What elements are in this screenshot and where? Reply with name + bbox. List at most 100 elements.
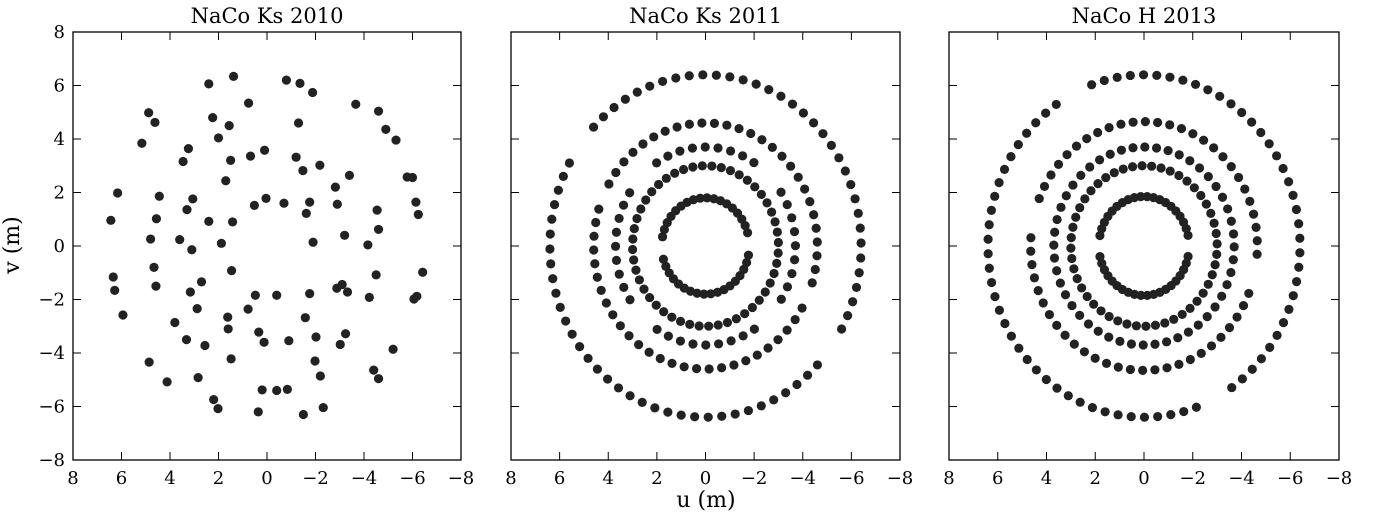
data-point <box>1288 291 1298 301</box>
data-point <box>583 353 593 363</box>
data-point <box>1211 181 1221 192</box>
data-point <box>787 213 797 223</box>
data-point <box>1034 193 1044 204</box>
data-point <box>1278 163 1288 174</box>
data-point <box>305 289 315 299</box>
data-point <box>688 339 698 349</box>
x-tick-label: 8 <box>505 468 516 489</box>
data-point <box>561 316 571 326</box>
data-point <box>1150 320 1161 330</box>
data-point <box>243 98 254 108</box>
data-point <box>373 106 384 116</box>
data-point <box>249 200 259 210</box>
data-point <box>1138 340 1148 350</box>
data-point <box>749 157 759 168</box>
data-point <box>1203 85 1213 95</box>
data-point <box>223 324 233 334</box>
data-point <box>1291 276 1302 287</box>
data-point <box>661 173 671 183</box>
data-point <box>843 311 853 321</box>
data-point <box>834 153 844 163</box>
data-point <box>1126 339 1137 349</box>
data-point <box>1165 120 1175 130</box>
data-point <box>1217 192 1228 202</box>
data-point <box>284 336 294 346</box>
data-point <box>1075 310 1085 320</box>
data-point <box>545 244 555 254</box>
data-point <box>1087 80 1097 90</box>
data-point <box>749 324 759 334</box>
data-point <box>1022 354 1032 365</box>
data-point <box>332 199 342 209</box>
data-point <box>846 180 856 190</box>
data-point <box>659 224 669 235</box>
data-point <box>243 304 253 314</box>
data-point <box>1228 229 1239 239</box>
data-point <box>589 245 599 255</box>
data-point <box>1080 194 1090 204</box>
data-point <box>628 147 638 157</box>
data-point <box>826 140 836 150</box>
data-point <box>773 335 783 345</box>
data-point <box>660 126 670 136</box>
data-point <box>575 342 585 352</box>
data-points <box>106 71 428 420</box>
data-point <box>1150 365 1160 375</box>
data-point <box>703 412 713 422</box>
data-point <box>253 407 263 417</box>
data-point <box>272 385 282 396</box>
data-point <box>1101 358 1112 368</box>
data-point <box>1068 222 1078 232</box>
x-tick-label: 6 <box>554 468 565 489</box>
data-point <box>994 178 1004 188</box>
data-point <box>259 337 269 347</box>
data-point <box>629 255 639 265</box>
data-point <box>1113 316 1123 326</box>
data-point <box>731 314 741 324</box>
data-point <box>722 317 733 328</box>
data-point <box>146 234 156 244</box>
data-point <box>1006 331 1016 341</box>
data-point <box>1137 161 1147 171</box>
data-point <box>259 145 270 155</box>
data-point <box>1071 141 1082 151</box>
data-point <box>1113 362 1123 372</box>
data-point <box>1295 233 1305 243</box>
data-point <box>625 391 635 401</box>
data-point <box>986 205 997 216</box>
data-point <box>750 182 760 192</box>
y-tick-label: 0 <box>54 236 65 257</box>
data-point <box>1202 311 1212 322</box>
data-point <box>632 87 642 97</box>
data-point <box>793 172 803 182</box>
data-point <box>1056 202 1066 212</box>
data-point <box>1169 314 1179 324</box>
data-point <box>628 234 638 244</box>
data-point <box>782 325 792 335</box>
data-point <box>658 254 669 264</box>
data-point <box>610 241 621 251</box>
data-point <box>1082 134 1092 144</box>
data-point <box>645 81 655 91</box>
data-point <box>856 238 866 248</box>
x-tick-label: −4 <box>789 468 816 489</box>
data-point <box>628 244 638 255</box>
data-point <box>1099 75 1109 86</box>
data-point <box>855 223 865 233</box>
data-point <box>805 197 815 207</box>
data-point <box>742 228 753 238</box>
data-point <box>1185 156 1195 166</box>
data-point <box>986 277 997 288</box>
data-points <box>545 70 866 422</box>
y-axis-label: v (m) <box>0 216 25 274</box>
data-point <box>773 237 783 248</box>
data-point <box>717 363 727 373</box>
data-point <box>308 237 318 247</box>
data-point <box>631 265 641 275</box>
data-point <box>1128 117 1138 127</box>
data-point <box>418 267 428 277</box>
data-point <box>1226 99 1236 109</box>
data-point <box>1160 318 1170 328</box>
data-point <box>204 216 214 226</box>
